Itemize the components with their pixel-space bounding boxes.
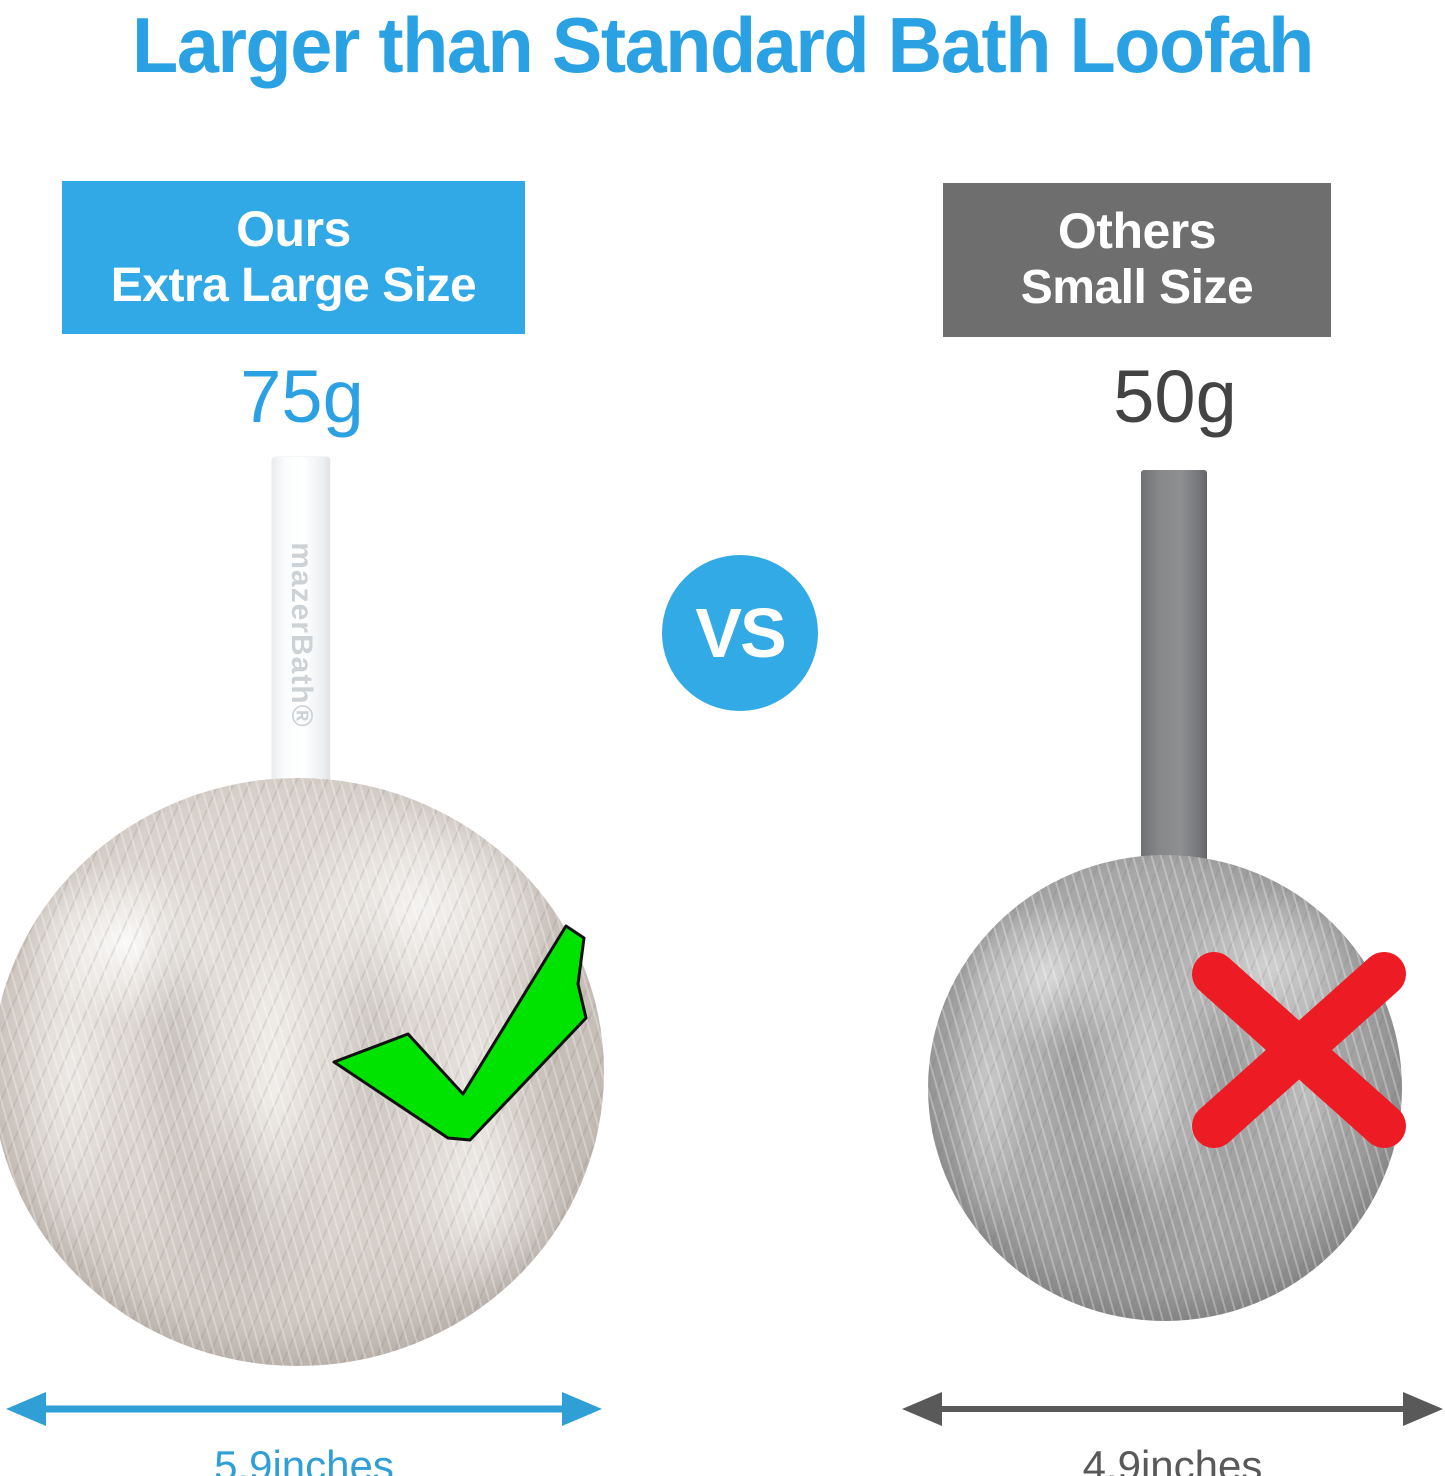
check-icon: [332, 924, 588, 1142]
ours-badge-title: Ours: [236, 200, 351, 257]
others-badge-title: Others: [1057, 203, 1217, 259]
ours-weight-label: 75g: [240, 355, 364, 438]
cross-icon: [1192, 952, 1406, 1148]
others-weight-label: 50g: [1113, 355, 1237, 438]
others-loofah-strap: [1141, 470, 1207, 880]
others-badge-subtitle: Small Size: [1020, 261, 1254, 314]
others-measurement: 4.9inches: [900, 1388, 1445, 1476]
ours-dimension-arrow-icon: [6, 1392, 602, 1426]
ours-badge-subtitle: Extra Large Size: [110, 258, 477, 312]
ours-loofah-strap: mazerBath®: [272, 457, 330, 812]
others-badge: Others Small Size: [943, 183, 1331, 337]
page-title: Larger than Standard Bath Loofah: [132, 1, 1314, 89]
others-dimension-arrow-icon: [902, 1392, 1443, 1426]
ours-strap-brand-text: mazerBath®: [285, 541, 318, 728]
ours-measurement: 5.9inches: [4, 1388, 604, 1476]
vs-badge: VS: [662, 555, 818, 711]
ours-measurement-label: 5.9inches: [214, 1442, 394, 1476]
ours-badge: Ours Extra Large Size: [62, 181, 525, 334]
others-measurement-label: 4.9inches: [1082, 1442, 1263, 1476]
vs-label: VS: [695, 594, 786, 672]
